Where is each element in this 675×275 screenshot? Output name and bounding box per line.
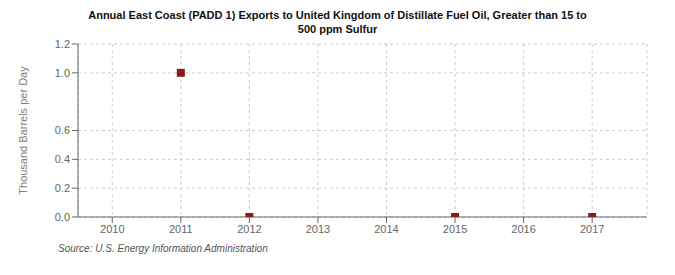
svg-text:0.4: 0.4 [55, 153, 70, 165]
html-text:500 ppm Sulfur: 500 ppm Sulfur [297, 23, 378, 35]
svg-text:2010: 2010 [100, 223, 124, 235]
svg-text:2017: 2017 [580, 223, 604, 235]
svg-text:0.2: 0.2 [55, 182, 70, 194]
svg-text:Thousand Barrels per Day: Thousand Barrels per Day [17, 66, 29, 195]
svg-text:2014: 2014 [374, 223, 398, 235]
svg-text:2015: 2015 [443, 223, 467, 235]
svg-text:2016: 2016 [511, 223, 535, 235]
svg-text:1.0: 1.0 [55, 67, 70, 79]
svg-text:0.6: 0.6 [55, 124, 70, 136]
html-text:Source: U.S. Energy Informatio: Source: U.S. Energy Information Administ… [58, 243, 268, 254]
svg-text:2012: 2012 [237, 223, 261, 235]
svg-text:1.2: 1.2 [55, 38, 70, 50]
svg-text:2011: 2011 [169, 223, 193, 235]
svg-text:0.0: 0.0 [55, 211, 70, 223]
html-text:Annual East Coast (PADD 1) Exp: Annual East Coast (PADD 1) Exports to Un… [88, 9, 587, 21]
svg-text:2013: 2013 [306, 223, 330, 235]
